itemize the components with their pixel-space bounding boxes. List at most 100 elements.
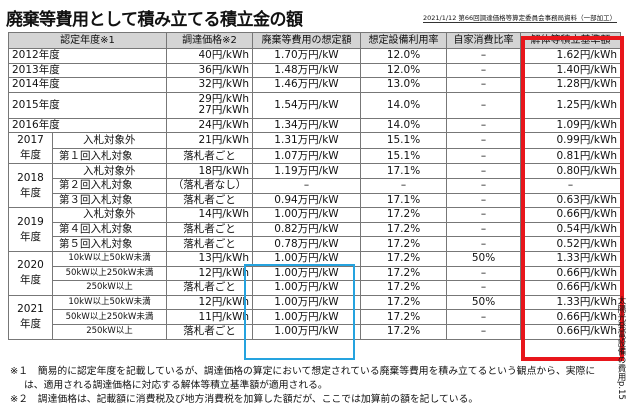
price-cell: 21円/kWh xyxy=(166,132,253,149)
header-year: 認定年度※1 xyxy=(8,32,167,49)
self-cell: – xyxy=(446,62,521,79)
table-row: 第２回入札対象 （落札者なし） – – – – xyxy=(9,177,621,194)
year-label-2020: 2020 年度 xyxy=(8,250,53,296)
price-line-2: 27円/kWh xyxy=(198,104,249,117)
self-cell: – xyxy=(446,77,521,93)
header-cost: 廃棄等費用の想定額 xyxy=(252,32,361,49)
row-label: 2012年度 xyxy=(8,48,167,64)
rate-cell: 17.2% xyxy=(360,309,447,325)
self-cell: – xyxy=(446,207,521,223)
cost-cell: 1.70万円/kW xyxy=(252,48,361,64)
reserve-table: 認定年度※1 調達価格※2 廃棄等費用の想定額 想定設備利用率 自家消費比率 解… xyxy=(8,32,621,340)
source-note: 2021/1/12 第66回調達価格等算定委員会事務局資料（一部加工） xyxy=(423,14,617,23)
price-cell: 14円/kWh xyxy=(166,207,253,223)
row-label: 第１回入札対象 xyxy=(52,147,167,165)
year-label-2021: 2021 年度 xyxy=(8,294,53,340)
year-label-2017: 2017 年度 xyxy=(8,132,53,165)
header-rate: 想定設備利用率 xyxy=(360,32,447,49)
cost-cell: 1.34万円/kW xyxy=(252,117,361,134)
price-cell: 落札者ごと xyxy=(166,192,253,209)
table-row: 2016年度 24円/kWh 1.34万円/kW 14.0% – 1.09円/k… xyxy=(8,117,621,134)
row-label: 第５回入札対象 xyxy=(52,236,167,252)
self-cell: 50% xyxy=(446,294,521,311)
row-label: 250kW以上 xyxy=(52,280,167,296)
price-cell: 24円/kWh xyxy=(166,117,253,134)
price-cell: 40円/kWh xyxy=(166,48,253,64)
row-label: 入札対象外 xyxy=(52,207,167,223)
row-label: 50kW以上250kW未満 xyxy=(52,265,167,282)
row-label: 入札対象外 xyxy=(52,163,167,179)
side-note: 太陽光発電設備の費用p.15 xyxy=(616,296,626,400)
table-row: 2020 年度 10kW以上50kW未満 13円/kWh 1.00万円/kW 17… xyxy=(8,250,621,296)
footnotes: ※１ 簡易的に認定年度を記載しているが、調達価格の算定において想定されている廃棄… xyxy=(10,365,605,407)
self-cell: – xyxy=(446,236,521,252)
rate-cell: 17.2% xyxy=(360,280,447,296)
self-cell: – xyxy=(446,309,521,325)
std-cell: 0.81円/kWh xyxy=(520,147,621,165)
cost-cell: 0.94万円/kW xyxy=(252,192,361,209)
rate-cell: – xyxy=(360,177,447,194)
self-cell: – xyxy=(446,163,521,179)
rate-cell: 17.2% xyxy=(360,294,447,311)
price-line-1: 29円/kWh xyxy=(198,92,249,105)
rate-cell: 12.0% xyxy=(360,48,447,64)
row-label: 入札対象外 xyxy=(52,132,167,149)
highlight-box-blue xyxy=(244,264,355,360)
price-cell: 12円/kWh xyxy=(166,265,253,282)
table-row: 2013年度 36円/kWh 1.48万円/kW 12.0% – 1.40円/k… xyxy=(8,62,621,79)
cost-cell: 0.82万円/kW xyxy=(252,221,361,238)
self-cell: – xyxy=(446,323,521,340)
header-price: 調達価格※2 xyxy=(166,32,253,49)
rate-cell: 17.1% xyxy=(360,163,447,179)
rate-cell: 17.2% xyxy=(360,265,447,282)
self-cell: – xyxy=(446,280,521,296)
price-cell: （落札者なし） xyxy=(166,177,253,194)
self-cell: – xyxy=(446,147,521,165)
header-self: 自家消費比率 xyxy=(446,32,521,49)
table-row: 2015年度 29円/kWh 27円/kWh 1.54万円/kW 14.0% – … xyxy=(8,91,621,119)
self-cell: – xyxy=(446,265,521,282)
self-cell: – xyxy=(446,221,521,238)
table-row: 250kW以上 落札者ごと 1.00万円/kW 17.2% – 0.66円/kW… xyxy=(9,323,621,340)
year-label-2018: 2018 年度 xyxy=(8,163,53,209)
self-cell: – xyxy=(446,117,521,134)
row-label: 第２回入札対象 xyxy=(52,177,167,194)
rate-cell: 17.2% xyxy=(360,236,447,252)
rate-cell: 13.0% xyxy=(360,77,447,93)
rate-cell: 17.2% xyxy=(360,250,447,267)
self-cell: – xyxy=(446,192,521,209)
rate-cell: 14.0% xyxy=(360,117,447,134)
price-cell: 11円/kWh xyxy=(166,309,253,325)
cost-cell: 1.48万円/kW xyxy=(252,62,361,79)
rate-cell: 17.1% xyxy=(360,192,447,209)
rate-cell: 15.1% xyxy=(360,132,447,149)
footnote-1a: ※１ 簡易的に認定年度を記載しているが、調達価格の算定において想定されている廃棄… xyxy=(10,366,596,377)
cost-cell: – xyxy=(252,177,361,194)
price-cell: 18円/kWh xyxy=(166,163,253,179)
row-label: 250kW以上 xyxy=(52,323,167,340)
price-cell: 29円/kWh 27円/kWh xyxy=(166,91,253,119)
price-cell: 落札者ごと xyxy=(166,236,253,252)
rate-cell: 12.0% xyxy=(360,62,447,79)
cost-cell: 1.19万円/kW xyxy=(252,163,361,179)
cost-cell: 1.46万円/kW xyxy=(252,77,361,93)
footnote-2: ※２ 調達価格は、記載額に消費税及び地方消費税を加算した額だが、ここでは加算前の… xyxy=(10,394,479,405)
cost-cell: 1.31万円/kW xyxy=(252,132,361,149)
highlight-box-red xyxy=(521,36,624,361)
rate-cell: 14.0% xyxy=(360,91,447,119)
row-label: 10kW以上50kW未満 xyxy=(52,250,167,267)
self-cell: – xyxy=(446,177,521,194)
self-cell: – xyxy=(446,48,521,64)
row-label: 10kW以上50kW未満 xyxy=(52,294,167,311)
self-cell: 50% xyxy=(446,250,521,267)
page-title: 廃棄等費用として積み立てる積立金の額 xyxy=(6,10,303,30)
price-cell: 落札者ごと xyxy=(166,323,253,340)
year-label-2019: 2019 年度 xyxy=(8,207,53,252)
self-cell: – xyxy=(446,132,521,149)
row-label: 2015年度 xyxy=(8,91,167,119)
rate-cell: 17.2% xyxy=(360,221,447,238)
footnote-1b: は、適用される調達価格に対応する解体等積立基準額が適用される。 xyxy=(24,380,328,391)
table-row: 2021 年度 10kW以上50kW未満 12円/kWh 1.00万円/kW 17… xyxy=(8,294,621,340)
price-cell: 32円/kWh xyxy=(166,77,253,93)
price-cell: 12円/kWh xyxy=(166,294,253,311)
